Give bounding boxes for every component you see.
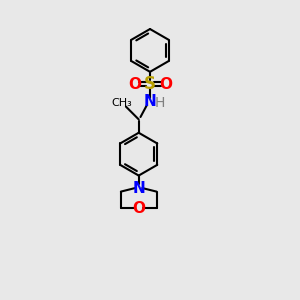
Text: O: O	[132, 201, 145, 216]
Text: O: O	[159, 77, 172, 92]
Text: CH₃: CH₃	[111, 98, 132, 108]
Text: N: N	[132, 181, 145, 196]
Text: H: H	[154, 96, 165, 110]
Text: N: N	[144, 94, 156, 109]
Text: S: S	[144, 75, 156, 93]
Text: O: O	[128, 77, 141, 92]
